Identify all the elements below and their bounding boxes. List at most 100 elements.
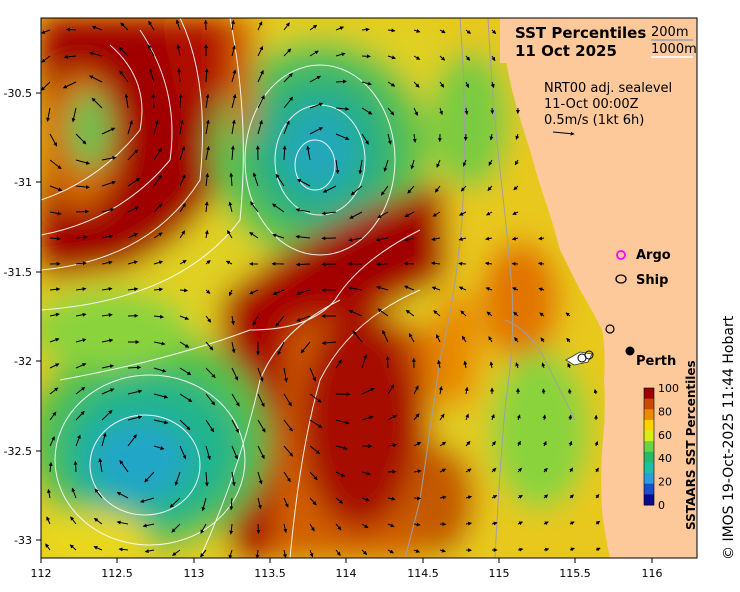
current-arrow — [75, 410, 85, 421]
current-arrow — [205, 445, 211, 461]
current-arrow — [361, 497, 370, 502]
current-arrow — [387, 107, 395, 116]
current-arrow — [175, 19, 181, 31]
current-arrow — [153, 341, 166, 346]
y-axis-ticks: -30.5 -31 -31.5 -32 -32.5 -33 — [4, 87, 41, 547]
current-arrow — [431, 237, 441, 241]
current-arrow — [465, 495, 473, 500]
current-arrow — [593, 388, 598, 395]
current-arrow — [485, 236, 493, 241]
current-arrow — [116, 520, 129, 525]
current-arrow — [361, 27, 370, 32]
current-arrow — [101, 287, 113, 291]
current-arrow — [127, 434, 137, 447]
current-arrow — [179, 341, 190, 348]
current-arrow — [127, 177, 141, 187]
current-arrow — [75, 338, 87, 343]
current-arrow — [465, 55, 471, 61]
current-arrow — [335, 52, 346, 57]
current-arrow — [295, 262, 311, 267]
current-arrow — [205, 93, 210, 109]
current-arrow — [541, 388, 546, 395]
current-arrow — [514, 159, 519, 166]
current-arrow — [41, 81, 51, 91]
current-arrow — [568, 440, 573, 447]
current-arrow — [439, 548, 446, 553]
current-arrow — [283, 22, 290, 31]
current-arrow — [348, 309, 363, 317]
current-arrow — [177, 68, 182, 83]
current-arrow — [387, 28, 396, 33]
current-arrow — [413, 28, 421, 33]
x-tick-label: 112.5 — [101, 567, 133, 580]
current-arrow — [387, 443, 398, 448]
current-arrow — [75, 235, 88, 240]
current-arrow — [179, 259, 187, 265]
current-arrow — [567, 388, 572, 395]
current-arrow — [595, 494, 600, 499]
legend-ship: Ship — [636, 273, 668, 288]
current-arrow — [257, 45, 264, 57]
current-arrow — [335, 497, 344, 504]
current-arrow — [335, 471, 346, 477]
current-arrow — [517, 467, 523, 473]
current-arrow — [41, 55, 51, 63]
current-arrow — [148, 20, 155, 31]
current-arrow — [435, 333, 441, 343]
current-arrow — [275, 173, 285, 187]
current-arrow — [153, 314, 165, 319]
current-arrow — [491, 55, 496, 62]
current-arrow — [139, 497, 155, 503]
colorbar-tick-label: 100 — [658, 382, 679, 395]
current-arrow — [309, 393, 322, 403]
current-arrow — [361, 387, 375, 395]
current-arrow — [231, 471, 236, 487]
current-arrow — [335, 133, 350, 140]
colorbar-segment — [644, 462, 654, 474]
map-frame — [40, 17, 698, 559]
velocity-scale-arrow — [552, 131, 575, 136]
current-arrow — [231, 445, 238, 460]
current-arrow — [118, 46, 129, 57]
current-arrow — [309, 127, 324, 135]
current-arrow — [204, 201, 209, 213]
current-arrow — [153, 287, 164, 292]
legend-argo: Argo — [636, 248, 671, 263]
current-arrow — [65, 27, 77, 32]
current-arrow — [488, 159, 493, 166]
current-arrow — [335, 159, 340, 175]
current-arrow — [463, 360, 468, 369]
current-arrow — [335, 106, 350, 111]
current-arrow — [231, 93, 237, 109]
current-arrow — [464, 107, 469, 115]
current-arrow — [491, 441, 496, 447]
colorbar: 100 80 60 40 20 0 SSTAARS SST Percentiles — [643, 360, 698, 530]
x-tick-label: 112 — [31, 567, 52, 580]
current-arrow — [385, 355, 390, 369]
current-arrow — [383, 159, 389, 172]
map-area — [41, 18, 697, 558]
y-tick-label: -30.5 — [4, 87, 32, 100]
current-arrow — [439, 55, 446, 61]
current-arrow — [255, 549, 260, 558]
current-arrow — [543, 521, 549, 526]
current-arrow — [439, 29, 446, 34]
current-arrow — [413, 107, 418, 117]
current-arrow — [229, 497, 234, 511]
current-arrow — [461, 335, 467, 343]
current-arrow — [176, 44, 181, 57]
current-arrow — [465, 468, 472, 473]
current-arrow — [306, 145, 311, 161]
current-arrow — [382, 329, 389, 343]
current-arrow — [459, 211, 467, 216]
x-tick-label: 113 — [184, 567, 205, 580]
current-arrow — [49, 337, 60, 343]
current-arrow — [204, 229, 209, 239]
colorbar-frame — [643, 387, 655, 506]
current-arrow — [127, 233, 139, 239]
current-arrow — [98, 458, 103, 473]
current-arrow — [282, 145, 287, 161]
current-arrow — [387, 469, 397, 474]
current-arrow — [49, 363, 60, 369]
y-tick-label: -32.5 — [4, 445, 32, 458]
